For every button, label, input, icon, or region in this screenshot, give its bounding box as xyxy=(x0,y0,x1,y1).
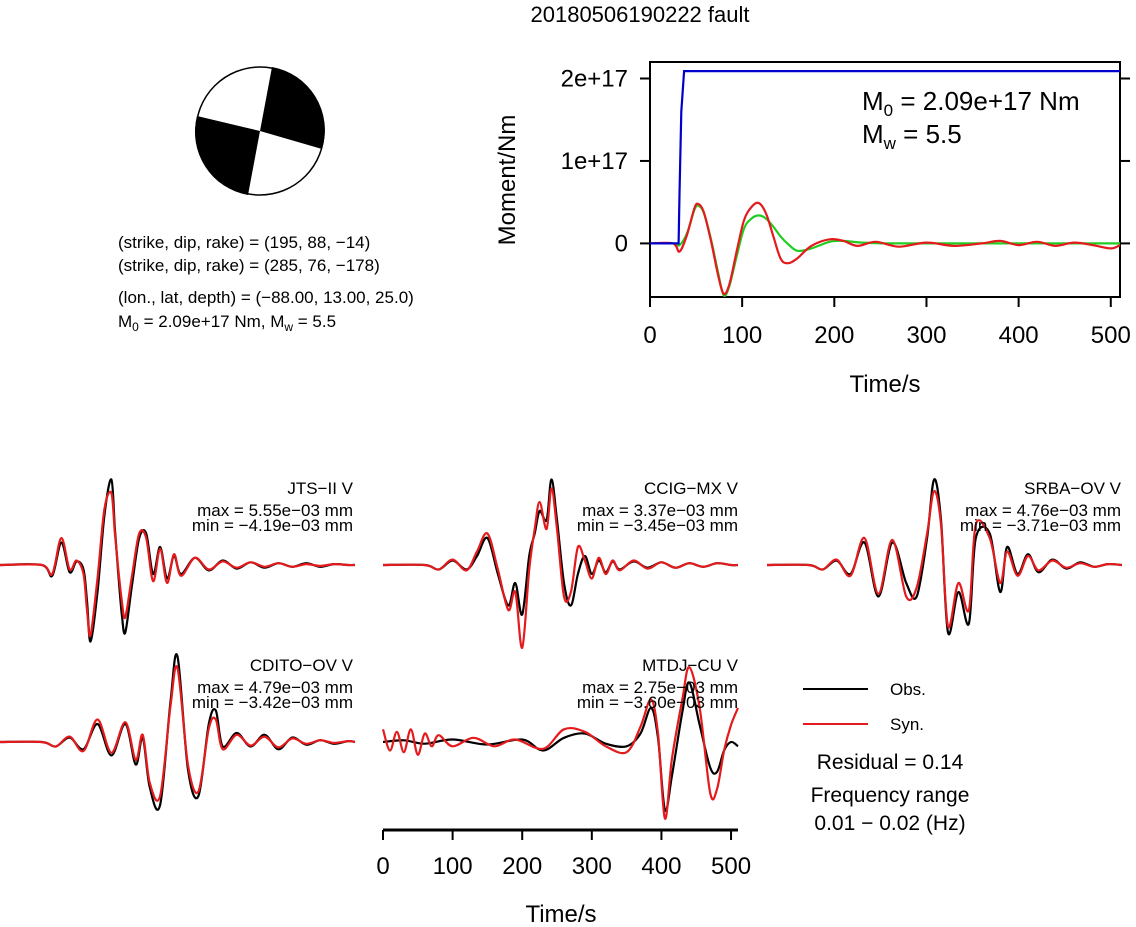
frequency-range-title: Frequency range xyxy=(811,784,970,807)
time-xtick-label: 500 xyxy=(711,853,751,880)
moment-xtick-label: 100 xyxy=(722,322,762,349)
moment-ytick-label: 0 xyxy=(615,230,628,257)
synthetic-trace xyxy=(0,665,356,802)
min-amplitude: min = −3.42e−03 mm xyxy=(192,693,353,712)
nodal-plane-1: (strike, dip, rake) = (195, 88, −14) xyxy=(118,233,370,252)
observed-trace xyxy=(382,478,739,616)
min-amplitude: min = −3.45e−03 mm xyxy=(577,516,738,535)
residual-text: Residual = 0.14 xyxy=(817,751,964,774)
min-amplitude: min = −3.71e−03 mm xyxy=(960,516,1121,535)
moment-summary: M0 = 2.09e+17 Nm, Mw = 5.5 xyxy=(118,312,336,334)
legend-syn-label: Syn. xyxy=(890,715,924,734)
waveform-time-axis: 0 100 200 300 400 500 xyxy=(376,828,751,880)
max-amplitude: max = 3.37e−03 mm xyxy=(582,501,738,520)
max-amplitude: max = 4.79e−03 mm xyxy=(197,678,353,697)
moment-panel: 0 100 200 300 400 500 0 1e+17 2e+17 M0 = 2.09e+1… xyxy=(494,61,1131,398)
observed-trace xyxy=(382,681,739,813)
moment-xtick-label: 300 xyxy=(906,322,946,349)
moment-ylabel: Moment/Nm xyxy=(494,115,521,246)
moment-xtick-label: 400 xyxy=(999,322,1039,349)
time-xtick-label: 300 xyxy=(572,853,612,880)
max-amplitude: max = 5.55e−03 mm xyxy=(197,501,353,520)
mw-annotation: Mw = 5.5 xyxy=(862,119,962,153)
m0-annotation: M0 = 2.09e+17 Nm xyxy=(862,86,1080,120)
nodal-plane-2: (strike, dip, rake) = (285, 76, −178) xyxy=(118,256,380,275)
legend: Obs. Syn. Residual = 0.14 Frequency rang… xyxy=(803,680,969,835)
source-location: (lon., lat, depth) = (−88.00, 13.00, 25.… xyxy=(118,288,414,307)
time-xtick-label: 100 xyxy=(433,853,473,880)
moment-plot-frame xyxy=(649,61,1121,298)
station-label: MTDJ−CU V xyxy=(642,656,739,675)
legend-obs-label: Obs. xyxy=(890,680,926,699)
moment-ytick-label: 2e+17 xyxy=(561,65,628,92)
moment-ytick-label: 1e+17 xyxy=(561,148,628,175)
time-xtick-label: 0 xyxy=(376,853,389,880)
synthetic-trace xyxy=(766,490,1123,629)
moment-xtick-label: 500 xyxy=(1091,322,1131,349)
frequency-range-value: 0.01 − 0.02 (Hz) xyxy=(814,812,965,835)
moment-xlabel: Time/s xyxy=(849,371,920,398)
time-xtick-label: 200 xyxy=(502,853,542,880)
station-label: CDITO−OV V xyxy=(250,656,354,675)
station-label: CCIG−MX V xyxy=(644,479,739,498)
min-amplitude: min = −4.19e−03 mm xyxy=(192,516,353,535)
moment-xtick-label: 0 xyxy=(643,322,656,349)
max-amplitude: max = 2.75e−03 mm xyxy=(582,678,738,697)
moment-rate-alt-line xyxy=(649,201,1121,296)
moment-xtick-label: 200 xyxy=(814,322,854,349)
max-amplitude: max = 4.76e−03 mm xyxy=(965,501,1121,520)
synthetic-trace xyxy=(382,487,739,649)
station-label: SRBA−OV V xyxy=(1024,479,1122,498)
time-xtick-label: 400 xyxy=(641,853,681,880)
synthetic-trace xyxy=(381,666,740,820)
station-label: JTS−II V xyxy=(287,479,353,498)
moment-rate-line xyxy=(649,204,1120,297)
beachball xyxy=(194,66,325,196)
min-amplitude: min = −3.60e−03 mm xyxy=(577,693,738,712)
waveform-xlabel: Time/s xyxy=(525,901,596,927)
cumulative-moment-line xyxy=(650,70,1120,245)
figure-title: 20180506190222 fault xyxy=(531,2,750,27)
synthetic-trace xyxy=(0,490,356,638)
